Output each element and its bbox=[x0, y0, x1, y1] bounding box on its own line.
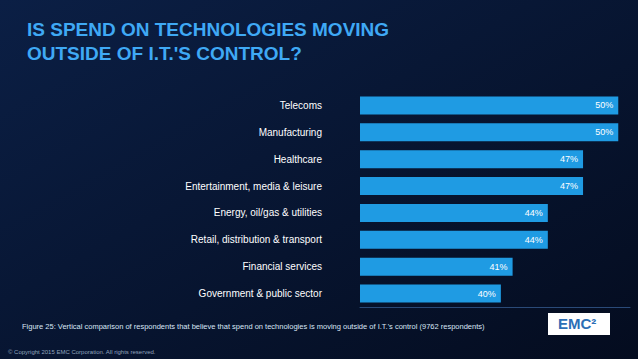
svg-text:50%: 50% bbox=[595, 100, 613, 110]
svg-text:40%: 40% bbox=[478, 289, 496, 299]
svg-text:50%: 50% bbox=[595, 127, 613, 137]
svg-text:Entertainment, media & leisure: Entertainment, media & leisure bbox=[185, 181, 322, 192]
svg-text:Healthcare: Healthcare bbox=[274, 154, 323, 165]
svg-text:47%: 47% bbox=[560, 181, 578, 191]
svg-text:EMC²: EMC² bbox=[558, 315, 596, 332]
svg-text:Telecoms: Telecoms bbox=[280, 100, 322, 111]
svg-text:OUTSIDE OF I.T.'S CONTROL?: OUTSIDE OF I.T.'S CONTROL? bbox=[27, 43, 302, 64]
svg-text:Figure 25: Vertical comparison: Figure 25: Vertical comparison of respon… bbox=[22, 322, 485, 331]
svg-text:Energy, oil/gas & utilities: Energy, oil/gas & utilities bbox=[214, 207, 322, 218]
svg-text:Retail, distribution & transpo: Retail, distribution & transport bbox=[191, 234, 322, 245]
svg-text:47%: 47% bbox=[560, 154, 578, 164]
svg-text:Government & public sector: Government & public sector bbox=[199, 288, 323, 299]
svg-text:IS SPEND ON TECHNOLOGIES MOVIN: IS SPEND ON TECHNOLOGIES MOVING bbox=[27, 19, 394, 40]
svg-text:Manufacturing: Manufacturing bbox=[259, 127, 322, 138]
svg-text:Financial services: Financial services bbox=[243, 261, 322, 272]
svg-text:41%: 41% bbox=[490, 262, 508, 272]
svg-text:44%: 44% bbox=[525, 235, 543, 245]
svg-text:44%: 44% bbox=[525, 208, 543, 218]
svg-text:© Copyright 2015 EMC Corporati: © Copyright 2015 EMC Corporation. All ri… bbox=[8, 349, 156, 355]
